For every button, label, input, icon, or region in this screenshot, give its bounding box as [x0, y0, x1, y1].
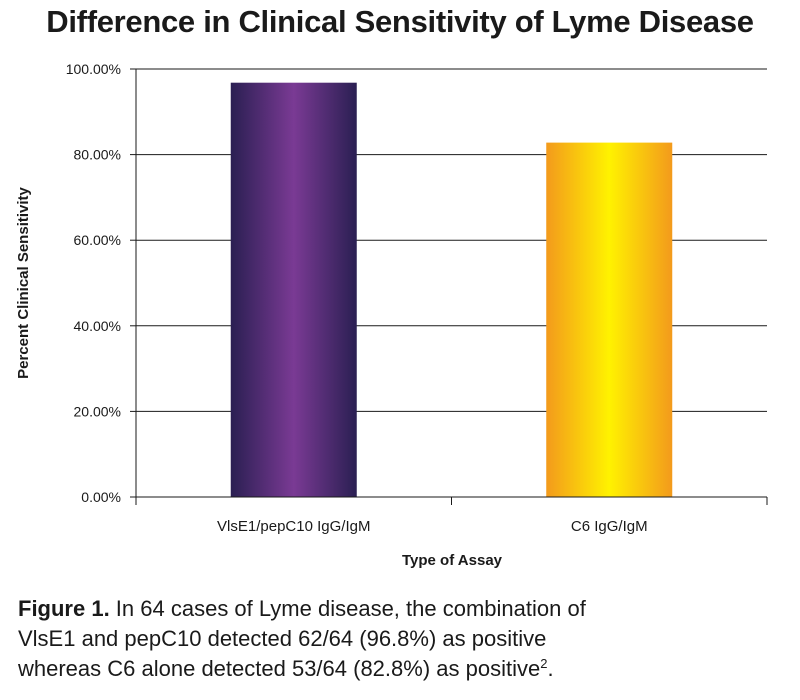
- chart-title: Difference in Clinical Sensitivity of Ly…: [46, 4, 754, 39]
- bars: [230, 82, 673, 498]
- y-tick-label: 40.00%: [74, 318, 121, 334]
- caption-superscript: 2: [540, 656, 548, 671]
- bar-0: [230, 82, 357, 498]
- caption-text-3: whereas C6 alone detected 53/64 (82.8%) …: [18, 656, 541, 681]
- y-tick-label: 20.00%: [74, 403, 121, 419]
- caption-line-3: whereas C6 alone detected 53/64 (82.8%) …: [18, 654, 788, 684]
- figure-caption: Figure 1. In 64 cases of Lyme disease, t…: [18, 594, 788, 684]
- y-tick-label: 80.00%: [74, 147, 121, 163]
- axes: 0.00% 20.00% 40.00% 60.00% 80.00% 100.00% VlsE…: [66, 61, 768, 535]
- x-axis-title: Type of Assay: [402, 552, 503, 569]
- x-tick-label: VlsE1/pepC10 IgG/IgM: [217, 518, 370, 535]
- caption-line-1: Figure 1. In 64 cases of Lyme disease, t…: [18, 594, 788, 624]
- caption-period: .: [547, 656, 554, 681]
- figure-label: Figure 1.: [18, 596, 110, 621]
- gridlines: [136, 68, 767, 412]
- y-axis-title: Percent Clinical Sensitivity: [15, 186, 32, 378]
- x-tick-label: C6 IgG/IgM: [571, 518, 648, 535]
- bar-chart: 0.00% 20.00% 40.00% 60.00% 80.00% 100.00% VlsE…: [15, 61, 768, 569]
- caption-line-2: VlsE1 and pepC10 detected 62/64 (96.8%) …: [18, 626, 547, 651]
- y-tick-label: 0.00%: [81, 489, 121, 505]
- caption-text-1: In 64 cases of Lyme disease, the combina…: [109, 596, 586, 621]
- y-tick-label: 60.00%: [74, 232, 121, 248]
- bar-1: [546, 142, 673, 497]
- y-tick-label: 100.00%: [66, 61, 121, 77]
